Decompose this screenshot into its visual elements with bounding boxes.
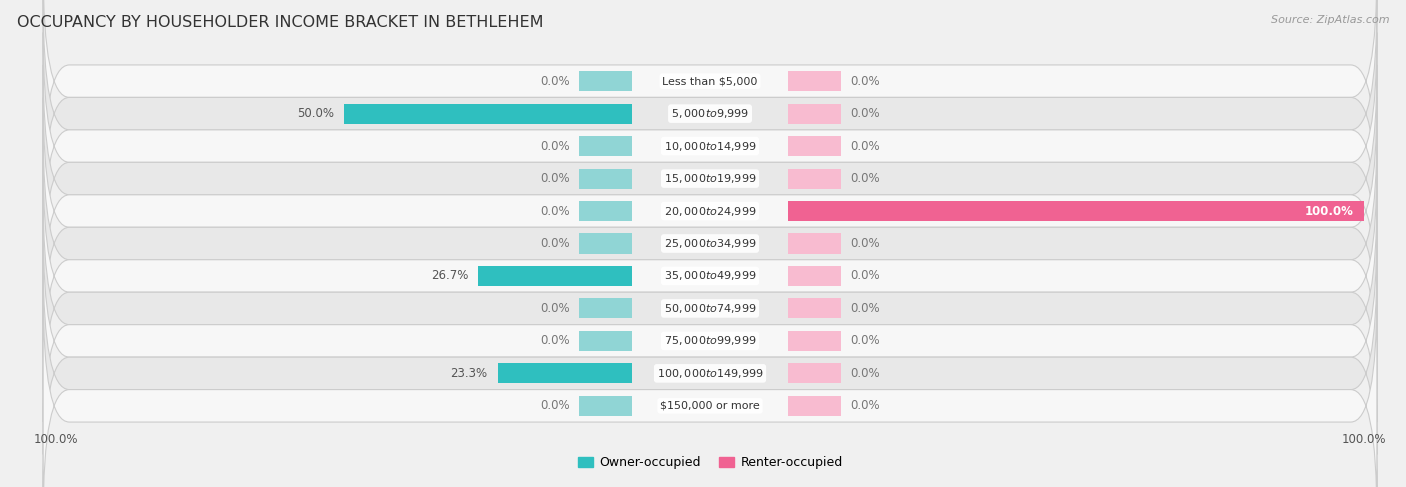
Bar xyxy=(579,331,631,351)
Bar xyxy=(789,71,841,91)
Text: $20,000 to $24,999: $20,000 to $24,999 xyxy=(664,205,756,218)
FancyBboxPatch shape xyxy=(44,130,1376,357)
Text: 0.0%: 0.0% xyxy=(851,75,880,88)
Text: 0.0%: 0.0% xyxy=(540,302,569,315)
Bar xyxy=(789,136,841,156)
Text: 100.0%: 100.0% xyxy=(1305,205,1354,218)
Text: Less than $5,000: Less than $5,000 xyxy=(662,76,758,86)
Bar xyxy=(579,233,631,254)
Text: 0.0%: 0.0% xyxy=(851,107,880,120)
Bar xyxy=(498,363,631,383)
Text: $50,000 to $74,999: $50,000 to $74,999 xyxy=(664,302,756,315)
Bar xyxy=(789,363,841,383)
Bar xyxy=(789,201,1364,221)
Text: 0.0%: 0.0% xyxy=(540,172,569,185)
Text: 0.0%: 0.0% xyxy=(851,140,880,152)
FancyBboxPatch shape xyxy=(44,162,1376,390)
FancyBboxPatch shape xyxy=(44,33,1376,260)
Bar xyxy=(579,201,631,221)
Text: 50.0%: 50.0% xyxy=(297,107,335,120)
Bar xyxy=(789,396,841,416)
Text: 0.0%: 0.0% xyxy=(540,75,569,88)
FancyBboxPatch shape xyxy=(44,0,1376,195)
Bar xyxy=(789,233,841,254)
Text: OCCUPANCY BY HOUSEHOLDER INCOME BRACKET IN BETHLEHEM: OCCUPANCY BY HOUSEHOLDER INCOME BRACKET … xyxy=(17,15,543,30)
FancyBboxPatch shape xyxy=(44,260,1376,487)
Bar xyxy=(579,299,631,318)
Text: 0.0%: 0.0% xyxy=(851,172,880,185)
Text: 0.0%: 0.0% xyxy=(851,237,880,250)
Text: $100,000 to $149,999: $100,000 to $149,999 xyxy=(657,367,763,380)
Text: 0.0%: 0.0% xyxy=(540,140,569,152)
FancyBboxPatch shape xyxy=(44,65,1376,292)
Text: 0.0%: 0.0% xyxy=(540,335,569,347)
Text: $25,000 to $34,999: $25,000 to $34,999 xyxy=(664,237,756,250)
Bar xyxy=(344,104,631,124)
Text: 0.0%: 0.0% xyxy=(851,302,880,315)
Text: 0.0%: 0.0% xyxy=(540,237,569,250)
Text: 26.7%: 26.7% xyxy=(430,269,468,282)
Bar xyxy=(789,169,841,188)
Bar xyxy=(579,136,631,156)
Text: 0.0%: 0.0% xyxy=(851,399,880,412)
FancyBboxPatch shape xyxy=(44,0,1376,227)
Text: $35,000 to $49,999: $35,000 to $49,999 xyxy=(664,269,756,282)
Text: 23.3%: 23.3% xyxy=(450,367,488,380)
Text: $150,000 or more: $150,000 or more xyxy=(661,401,759,411)
FancyBboxPatch shape xyxy=(44,292,1376,487)
Text: 0.0%: 0.0% xyxy=(851,335,880,347)
Text: 0.0%: 0.0% xyxy=(851,367,880,380)
Bar xyxy=(789,331,841,351)
Text: 0.0%: 0.0% xyxy=(540,399,569,412)
Text: $15,000 to $19,999: $15,000 to $19,999 xyxy=(664,172,756,185)
Text: $10,000 to $14,999: $10,000 to $14,999 xyxy=(664,140,756,152)
FancyBboxPatch shape xyxy=(44,227,1376,454)
Legend: Owner-occupied, Renter-occupied: Owner-occupied, Renter-occupied xyxy=(572,451,848,474)
Text: $5,000 to $9,999: $5,000 to $9,999 xyxy=(671,107,749,120)
Bar xyxy=(789,266,841,286)
Bar xyxy=(789,299,841,318)
Bar xyxy=(579,71,631,91)
Text: 0.0%: 0.0% xyxy=(851,269,880,282)
Text: Source: ZipAtlas.com: Source: ZipAtlas.com xyxy=(1271,15,1389,25)
Bar xyxy=(579,396,631,416)
Bar xyxy=(579,169,631,188)
Text: $75,000 to $99,999: $75,000 to $99,999 xyxy=(664,335,756,347)
FancyBboxPatch shape xyxy=(44,195,1376,422)
FancyBboxPatch shape xyxy=(44,97,1376,325)
Bar xyxy=(478,266,631,286)
Text: 0.0%: 0.0% xyxy=(540,205,569,218)
Bar xyxy=(789,104,841,124)
